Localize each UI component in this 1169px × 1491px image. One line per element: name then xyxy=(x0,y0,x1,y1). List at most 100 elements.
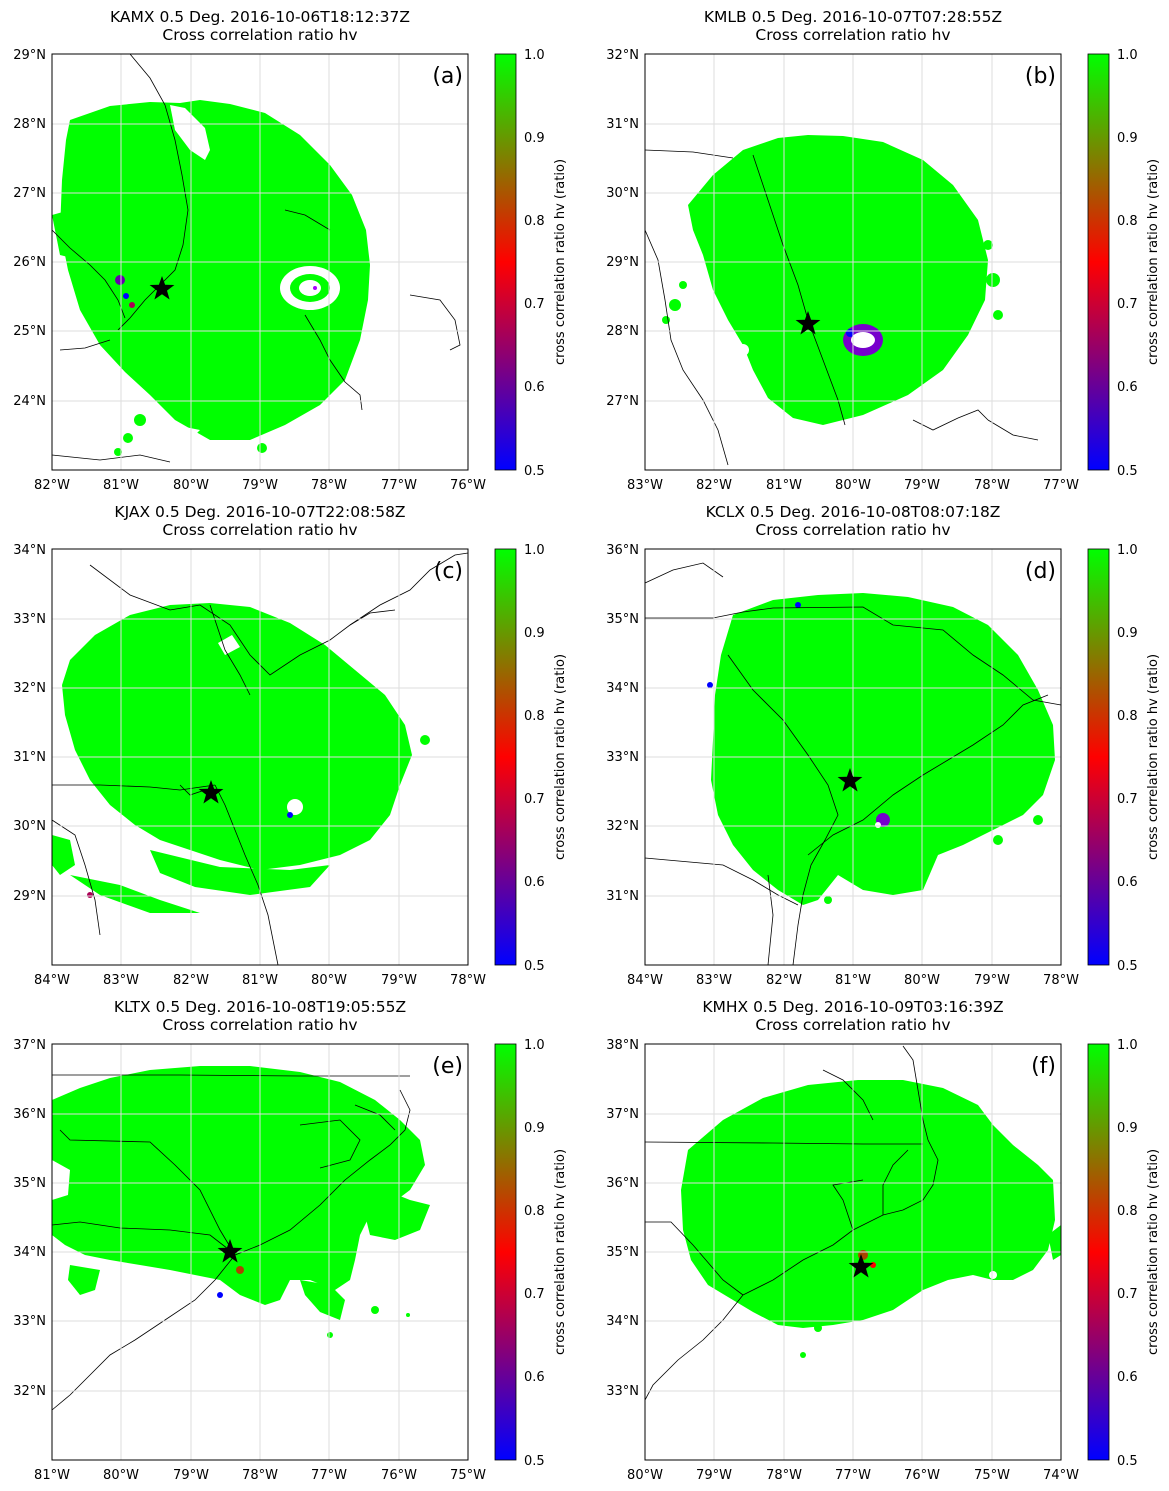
colorbar-tick: 0.5 xyxy=(524,1454,545,1469)
y-tick-label: 36°N xyxy=(606,543,639,558)
axes-frame xyxy=(51,548,469,966)
x-tick-label: 81°W xyxy=(835,973,871,988)
y-tick-labels: 32°N 31°N 30°N 29°N 28°N 27°N xyxy=(606,48,639,409)
y-tick-label: 37°N xyxy=(13,1038,46,1053)
y-tick-label: 36°N xyxy=(13,1107,46,1122)
y-tick-label: 31°N xyxy=(606,117,639,132)
y-tick-label: 28°N xyxy=(13,117,46,132)
title-line-2: Cross correlation ratio hv xyxy=(755,521,951,539)
y-tick-label: 25°N xyxy=(13,324,46,339)
y-tick-label: 27°N xyxy=(606,394,639,409)
x-tick-label: 82°W xyxy=(766,973,802,988)
coastlines xyxy=(51,552,469,966)
y-tick-labels: 34°N 33°N 32°N 31°N 30°N 29°N xyxy=(13,543,46,904)
x-tick-label: 75°W xyxy=(450,1468,486,1483)
y-tick-labels: 37°N 36°N 35°N 34°N 33°N 32°N xyxy=(13,1038,46,1399)
panel-tag: (e) xyxy=(432,1054,463,1079)
colorbar-tick: 0.8 xyxy=(1117,1204,1138,1219)
x-tick-label: 74°W xyxy=(1043,1468,1079,1483)
gridlines xyxy=(52,1044,468,1460)
colorbar-tick: 0.8 xyxy=(1117,709,1138,724)
gridlines xyxy=(645,1044,1061,1460)
x-tick-label: 76°W xyxy=(381,1468,417,1483)
radar-site-star xyxy=(848,1254,874,1278)
y-tick-label: 31°N xyxy=(606,889,639,904)
x-tick-labels: 81°W 80°W 79°W 78°W 77°W 76°W 75°W xyxy=(34,1468,486,1483)
colorbar-tick: 1.0 xyxy=(1117,1038,1138,1053)
colorbar-label: cross correlation ratio hv (ratio) xyxy=(1146,159,1161,365)
radar-echo xyxy=(662,135,1003,425)
panel-tag: (b) xyxy=(1025,64,1056,89)
title-line-2: Cross correlation ratio hv xyxy=(162,26,358,44)
title-line-1: KMHX 0.5 Deg. 2016-10-09T03:16:39Z xyxy=(702,998,1004,1016)
colorbar-tick: 0.9 xyxy=(524,1121,545,1136)
x-tick-label: 81°W xyxy=(766,478,802,493)
colorbar: 1.0 0.9 0.8 0.7 0.6 0.5 cross correlatio… xyxy=(1087,48,1161,479)
y-tick-label: 38°N xyxy=(606,1038,639,1053)
panel-title: KJAX 0.5 Deg. 2016-10-07T22:08:58Z Cross… xyxy=(0,503,520,539)
colorbar-tick: 0.7 xyxy=(524,297,545,312)
title-line-1: KAMX 0.5 Deg. 2016-10-06T18:12:37Z xyxy=(110,8,410,26)
colorbar-tick: 0.6 xyxy=(1117,1370,1138,1385)
gridlines xyxy=(645,549,1061,965)
y-tick-label: 37°N xyxy=(606,1107,639,1122)
colorbar-tick: 1.0 xyxy=(524,543,545,558)
x-tick-label: 80°W xyxy=(173,478,209,493)
colorbar-tick: 0.5 xyxy=(1117,464,1138,479)
title-line-1: KCLX 0.5 Deg. 2016-10-08T08:07:18Z xyxy=(705,503,1001,521)
y-tick-label: 33°N xyxy=(606,1384,639,1399)
panel-tag: (c) xyxy=(434,559,463,584)
colorbar-tick: 0.7 xyxy=(524,1287,545,1302)
x-tick-label: 79°W xyxy=(904,478,940,493)
x-tick-labels: 84°W 83°W 82°W 81°W 80°W 79°W 78°W xyxy=(34,973,486,988)
colorbar-label: cross correlation ratio hv (ratio) xyxy=(553,1149,568,1355)
x-tick-label: 78°W xyxy=(766,1468,802,1483)
x-tick-labels: 83°W 82°W 81°W 80°W 79°W 78°W 77°W xyxy=(627,478,1079,493)
x-tick-label: 83°W xyxy=(103,973,139,988)
y-tick-label: 33°N xyxy=(13,612,46,627)
y-tick-label: 24°N xyxy=(13,394,46,409)
x-tick-label: 78°W xyxy=(974,478,1010,493)
coastlines xyxy=(51,1074,411,1411)
y-tick-label: 28°N xyxy=(606,324,639,339)
panel-tag: (f) xyxy=(1031,1054,1056,1079)
x-tick-labels: 84°W 83°W 82°W 81°W 80°W 79°W 78°W xyxy=(627,973,1079,988)
colorbar-tick: 0.7 xyxy=(1117,297,1138,312)
y-tick-label: 32°N xyxy=(606,819,639,834)
colorbar-label: cross correlation ratio hv (ratio) xyxy=(1146,654,1161,860)
x-tick-label: 79°W xyxy=(696,1468,732,1483)
radar-echo xyxy=(52,603,430,913)
title-line-2: Cross correlation ratio hv xyxy=(162,1016,358,1034)
panel-b: KMLB 0.5 Deg. 2016-10-07T07:28:55Z Cross… xyxy=(593,0,1169,497)
panel-e: KLTX 0.5 Deg. 2016-10-08T19:05:55Z Cross… xyxy=(0,990,585,1487)
y-tick-labels: 38°N 37°N 36°N 35°N 34°N 33°N xyxy=(606,1038,639,1399)
y-tick-label: 26°N xyxy=(13,255,46,270)
x-tick-label: 82°W xyxy=(34,478,70,493)
colorbar-label: cross correlation ratio hv (ratio) xyxy=(553,159,568,365)
y-tick-label: 34°N xyxy=(606,681,639,696)
radar-site-star xyxy=(795,311,821,335)
colorbar-tick: 1.0 xyxy=(524,48,545,63)
colorbar: 1.0 0.9 0.8 0.7 0.6 0.5 cross correlatio… xyxy=(494,543,568,974)
x-tick-label: 79°W xyxy=(242,478,278,493)
panel-tag: (d) xyxy=(1025,559,1056,584)
plot-area: (c) xyxy=(51,548,469,966)
coastlines xyxy=(51,53,461,463)
x-tick-label: 81°W xyxy=(242,973,278,988)
x-tick-label: 84°W xyxy=(34,973,70,988)
x-tick-label: 78°W xyxy=(450,973,486,988)
map-plot: (e) 81°W 80°W 79°W 78°W 77°W 76°W 75°W 3… xyxy=(13,1038,568,1483)
y-tick-label: 34°N xyxy=(606,1314,639,1329)
x-tick-label: 84°W xyxy=(627,973,663,988)
y-tick-label: 34°N xyxy=(13,543,46,558)
x-tick-label: 76°W xyxy=(904,1468,940,1483)
colorbar-tick: 0.6 xyxy=(524,875,545,890)
x-tick-label: 80°W xyxy=(627,1468,663,1483)
axes-frame xyxy=(51,53,469,471)
colorbar-tick: 0.7 xyxy=(1117,792,1138,807)
y-tick-label: 35°N xyxy=(606,612,639,627)
plot-area: (f) xyxy=(644,1043,1062,1461)
x-tick-label: 77°W xyxy=(311,1468,347,1483)
x-tick-label: 82°W xyxy=(173,973,209,988)
colorbar-tick: 0.8 xyxy=(524,1204,545,1219)
